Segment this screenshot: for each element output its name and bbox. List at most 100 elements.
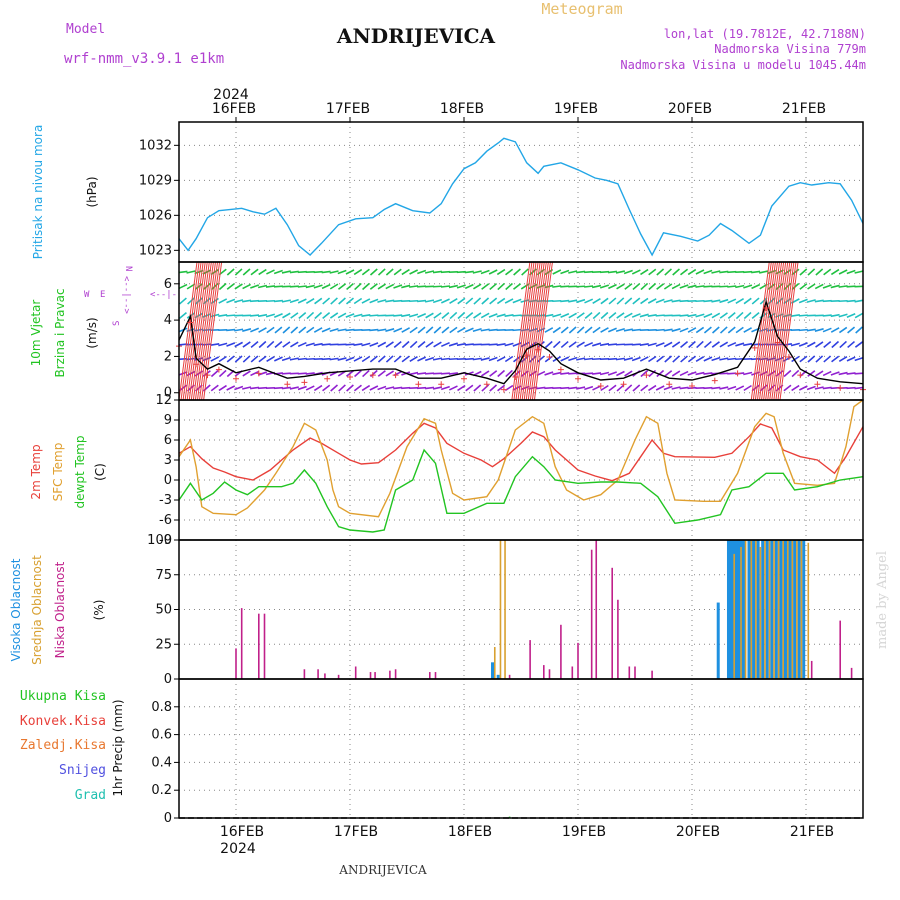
wind-gust-marker: [233, 375, 239, 382]
wind-arrow: [409, 371, 419, 376]
wind-arrow: [250, 268, 259, 276]
wind-gust-marker: [215, 366, 222, 373]
wind-gust-marker: [666, 381, 673, 388]
wind-arrow: [751, 312, 760, 319]
wind-arrow: [473, 312, 482, 319]
wind-arrow: [417, 299, 427, 303]
cloud-bar: [590, 549, 593, 679]
wind-arrow: [289, 357, 299, 361]
wind-arrow: [273, 285, 283, 288]
cloud-bar: [726, 540, 730, 679]
wind-arrow: [807, 283, 816, 290]
wind-arrow: [688, 340, 696, 349]
wind-arrow: [711, 386, 721, 390]
wind-arrow: [361, 342, 371, 347]
wind-arrow: [576, 312, 585, 319]
wind-arrow: [194, 283, 203, 290]
wind-arrow: [226, 268, 235, 276]
wind-arrow: [576, 357, 586, 361]
wind-arrow: [552, 326, 561, 334]
wind-arrow: [265, 285, 276, 288]
wind-arrow: [695, 371, 705, 376]
cloud-bar: [764, 540, 766, 679]
cloud-mid-label: Srednja Oblacnost: [30, 555, 44, 665]
wind-arrow: [759, 270, 769, 274]
wind-arrow: [743, 371, 753, 376]
wind-arrow: [727, 326, 736, 334]
wind-arrow: [679, 370, 689, 377]
wind-arrow: [393, 268, 402, 276]
wind-arrow: [759, 297, 768, 305]
wind-arrow: [663, 299, 673, 303]
wind-arrow: [480, 328, 490, 332]
wind-ytick-label: 2: [164, 349, 172, 364]
wind-arrow: [345, 297, 355, 305]
wind-arrow: [321, 327, 331, 333]
station-title: ANDRIJEVICA: [336, 24, 496, 48]
wind-gust-hatch: [771, 261, 791, 401]
wind-arrow: [505, 369, 513, 378]
wind-arrow: [226, 385, 236, 391]
wind-arrow: [679, 299, 689, 303]
wind-arrow: [218, 342, 228, 347]
wind-arrow: [330, 384, 339, 392]
wind-arrow: [791, 268, 800, 276]
precip-unit: 1hr Precip (mm): [111, 699, 125, 796]
wind-arrow: [655, 328, 665, 332]
wind-arrow: [178, 283, 188, 290]
cloud-ytick-label: 25: [155, 637, 172, 652]
wind-arrow: [608, 384, 617, 392]
wind-gust-marker: [620, 381, 627, 388]
wind-arrow: [656, 283, 665, 290]
wind-arrow: [440, 357, 451, 361]
wind-arrow: [552, 313, 562, 318]
wind-arrow: [767, 297, 776, 305]
cloud-bar: [389, 670, 391, 679]
wind-arrow: [823, 268, 832, 276]
cloud-bar: [788, 540, 792, 679]
cloud-bar: [755, 540, 757, 679]
wind-gust-hatch: [517, 261, 537, 401]
wind-arrow: [266, 269, 275, 275]
wind-arrow: [663, 283, 673, 290]
wind-arrow: [290, 341, 299, 348]
cloud-bar: [595, 540, 598, 679]
cloud-bar: [747, 540, 751, 679]
wind-arrow: [798, 385, 808, 391]
wind-arrow: [234, 283, 243, 290]
wind-arrow: [663, 385, 673, 391]
wind-gust-hatch: [529, 261, 549, 401]
bottom-year: 2024: [220, 841, 256, 857]
wind-arrow: [576, 298, 586, 304]
wind-gust-hatch: [188, 261, 208, 401]
legend-grad: Grad: [75, 788, 106, 803]
wind-arrow: [338, 384, 346, 392]
wind-arrow: [528, 370, 538, 377]
wind-arrow: [640, 282, 649, 291]
compass-e: <--|-->: [150, 290, 189, 300]
wind-arrow: [822, 299, 832, 303]
cloud-ytick-label: 75: [155, 568, 172, 583]
wind-arrow: [743, 384, 752, 392]
wind-arrow: [591, 284, 602, 289]
precip-ytick-label: 0.4: [151, 755, 172, 770]
cloud-high-label: Visoka Oblacnost: [9, 558, 23, 661]
wind-arrow: [568, 386, 578, 390]
wind-arrow: [544, 371, 554, 376]
legend-konvek: Konvek.Kisa: [20, 714, 106, 729]
wind-arrow: [186, 283, 196, 290]
wind-arrow: [305, 298, 315, 304]
bottom-day-label: 16FEB: [220, 824, 264, 840]
wind-arrow: [457, 311, 466, 320]
wind-arrow: [297, 385, 307, 391]
product-title: Meteogram: [541, 0, 622, 18]
wind-arrow: [346, 282, 354, 291]
cloud-bar: [740, 540, 744, 679]
wind-arrow: [512, 342, 522, 347]
cloud-bar: [491, 662, 494, 679]
wind-arrow: [513, 283, 522, 290]
wind-gust-hatch: [750, 261, 770, 401]
pressure-ytick-label: 1026: [139, 208, 172, 223]
temp-dewpt-label: dewpt Temp: [73, 436, 87, 509]
cloud-bar: [651, 670, 653, 679]
